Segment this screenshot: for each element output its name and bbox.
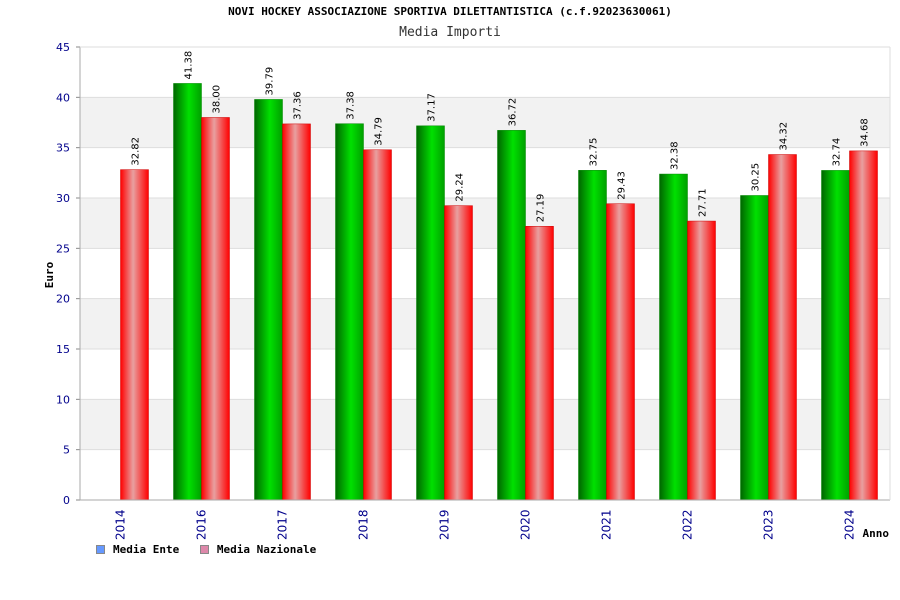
legend-label-media-ente: Media Ente: [113, 543, 180, 556]
bar-media-nazionale: [120, 169, 149, 501]
bar-media-ente: [659, 173, 688, 501]
y-tick-label: 25: [56, 242, 70, 255]
data-label: 27.71: [698, 188, 709, 217]
y-tick-label: 0: [63, 494, 70, 507]
x-axis-label: Anno: [863, 527, 890, 540]
data-label: 41.38: [184, 51, 195, 80]
y-tick-label: 45: [56, 41, 70, 54]
bar-media-ente: [821, 170, 850, 501]
bar-media-ente: [497, 130, 526, 501]
x-tick-label: 2017: [276, 509, 290, 540]
bar-media-ente: [254, 99, 283, 501]
data-label: 37.36: [293, 91, 304, 120]
y-tick-label: 5: [63, 444, 70, 457]
y-tick-label: 10: [56, 393, 70, 406]
bar-media-ente: [740, 195, 769, 501]
x-tick-label: 2022: [681, 509, 695, 540]
y-tick-label: 40: [56, 91, 70, 104]
chart-title: NOVI HOCKEY ASSOCIAZIONE SPORTIVA DILETT…: [228, 5, 672, 18]
chart-subtitle: Media Importi: [399, 25, 501, 40]
bar-media-ente: [173, 83, 202, 501]
x-tick-label: 2019: [438, 509, 452, 540]
x-tick-label: 2020: [519, 509, 533, 540]
legend: Media Ente Media Nazionale: [96, 543, 330, 557]
axes: [76, 46, 891, 501]
y-tick-label: 15: [56, 343, 70, 356]
legend-label-media-nazionale: Media Nazionale: [216, 543, 317, 556]
data-label: 30.25: [751, 163, 762, 192]
legend-swatch-media-nazionale: [199, 545, 209, 554]
x-tick-label: 2024: [843, 509, 857, 540]
data-label: 29.43: [617, 171, 628, 200]
bar-media-ente: [578, 170, 607, 501]
x-tick-label: 2016: [195, 509, 209, 540]
data-label: 34.79: [374, 117, 385, 146]
bar-media-nazionale: [201, 117, 230, 501]
bar-media-nazionale: [768, 154, 797, 501]
bar-media-nazionale: [363, 149, 392, 501]
data-label: 34.68: [860, 118, 871, 147]
data-label: 32.74: [832, 138, 843, 167]
labels: 0 5 10 15 20 25 30 35 40 45 32.82 2014 41.38 38.00 201…: [43, 41, 889, 540]
data-label: 29.24: [455, 173, 466, 202]
y-tick-label: 35: [56, 142, 70, 155]
data-label: 37.38: [346, 91, 357, 120]
bars: [120, 83, 878, 501]
y-tick-label: 30: [56, 192, 70, 205]
data-label: 27.19: [536, 194, 547, 223]
data-label: 38.00: [212, 85, 223, 114]
data-label: 37.17: [427, 93, 438, 122]
legend-item-media-ente: Media Ente: [96, 543, 179, 556]
legend-swatch-media-ente: [96, 545, 105, 554]
y-tick-label: 20: [56, 293, 70, 306]
bar-media-nazionale: [849, 150, 878, 501]
bar-media-nazionale: [687, 220, 716, 501]
data-label: 39.79: [265, 67, 276, 96]
data-label: 32.75: [589, 138, 600, 167]
bar-media-ente: [416, 125, 445, 501]
data-label: 32.38: [670, 141, 681, 170]
x-tick-label: 2018: [357, 509, 371, 540]
x-tick-label: 2023: [762, 509, 776, 540]
data-label: 34.32: [779, 122, 790, 151]
bar-media-nazionale: [282, 123, 311, 501]
bar-media-nazionale: [444, 205, 473, 501]
legend-item-media-nazionale: Media Nazionale: [199, 543, 317, 556]
x-tick-label: 2014: [114, 509, 128, 540]
data-label: 32.82: [131, 137, 142, 166]
y-axis-label: Euro: [43, 261, 56, 288]
bar-media-ente: [335, 123, 364, 501]
bar-media-nazionale: [606, 203, 635, 501]
x-tick-label: 2021: [600, 509, 614, 540]
bar-media-nazionale: [525, 226, 554, 501]
data-label: 36.72: [508, 98, 519, 127]
